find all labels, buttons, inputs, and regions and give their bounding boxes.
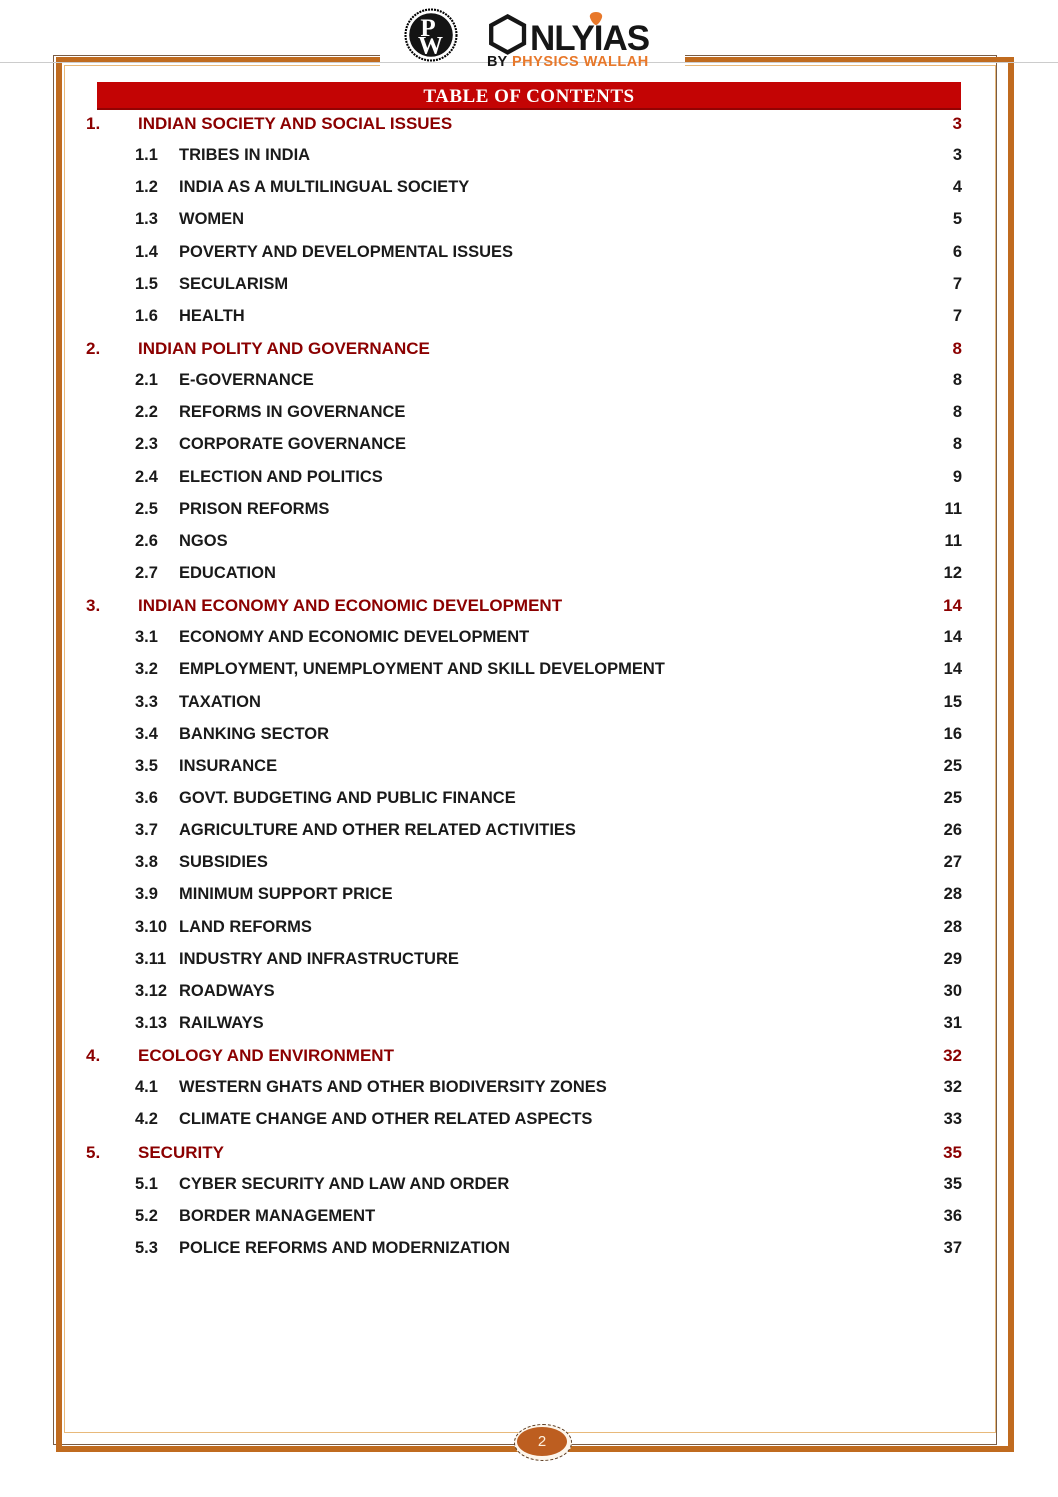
svg-text:BY: BY — [487, 54, 507, 68]
svg-text:W: W — [418, 33, 443, 60]
svg-text:NLYIAS: NLYIAS — [530, 19, 649, 58]
svg-text:PHYSICS WALLAH: PHYSICS WALLAH — [512, 54, 649, 68]
